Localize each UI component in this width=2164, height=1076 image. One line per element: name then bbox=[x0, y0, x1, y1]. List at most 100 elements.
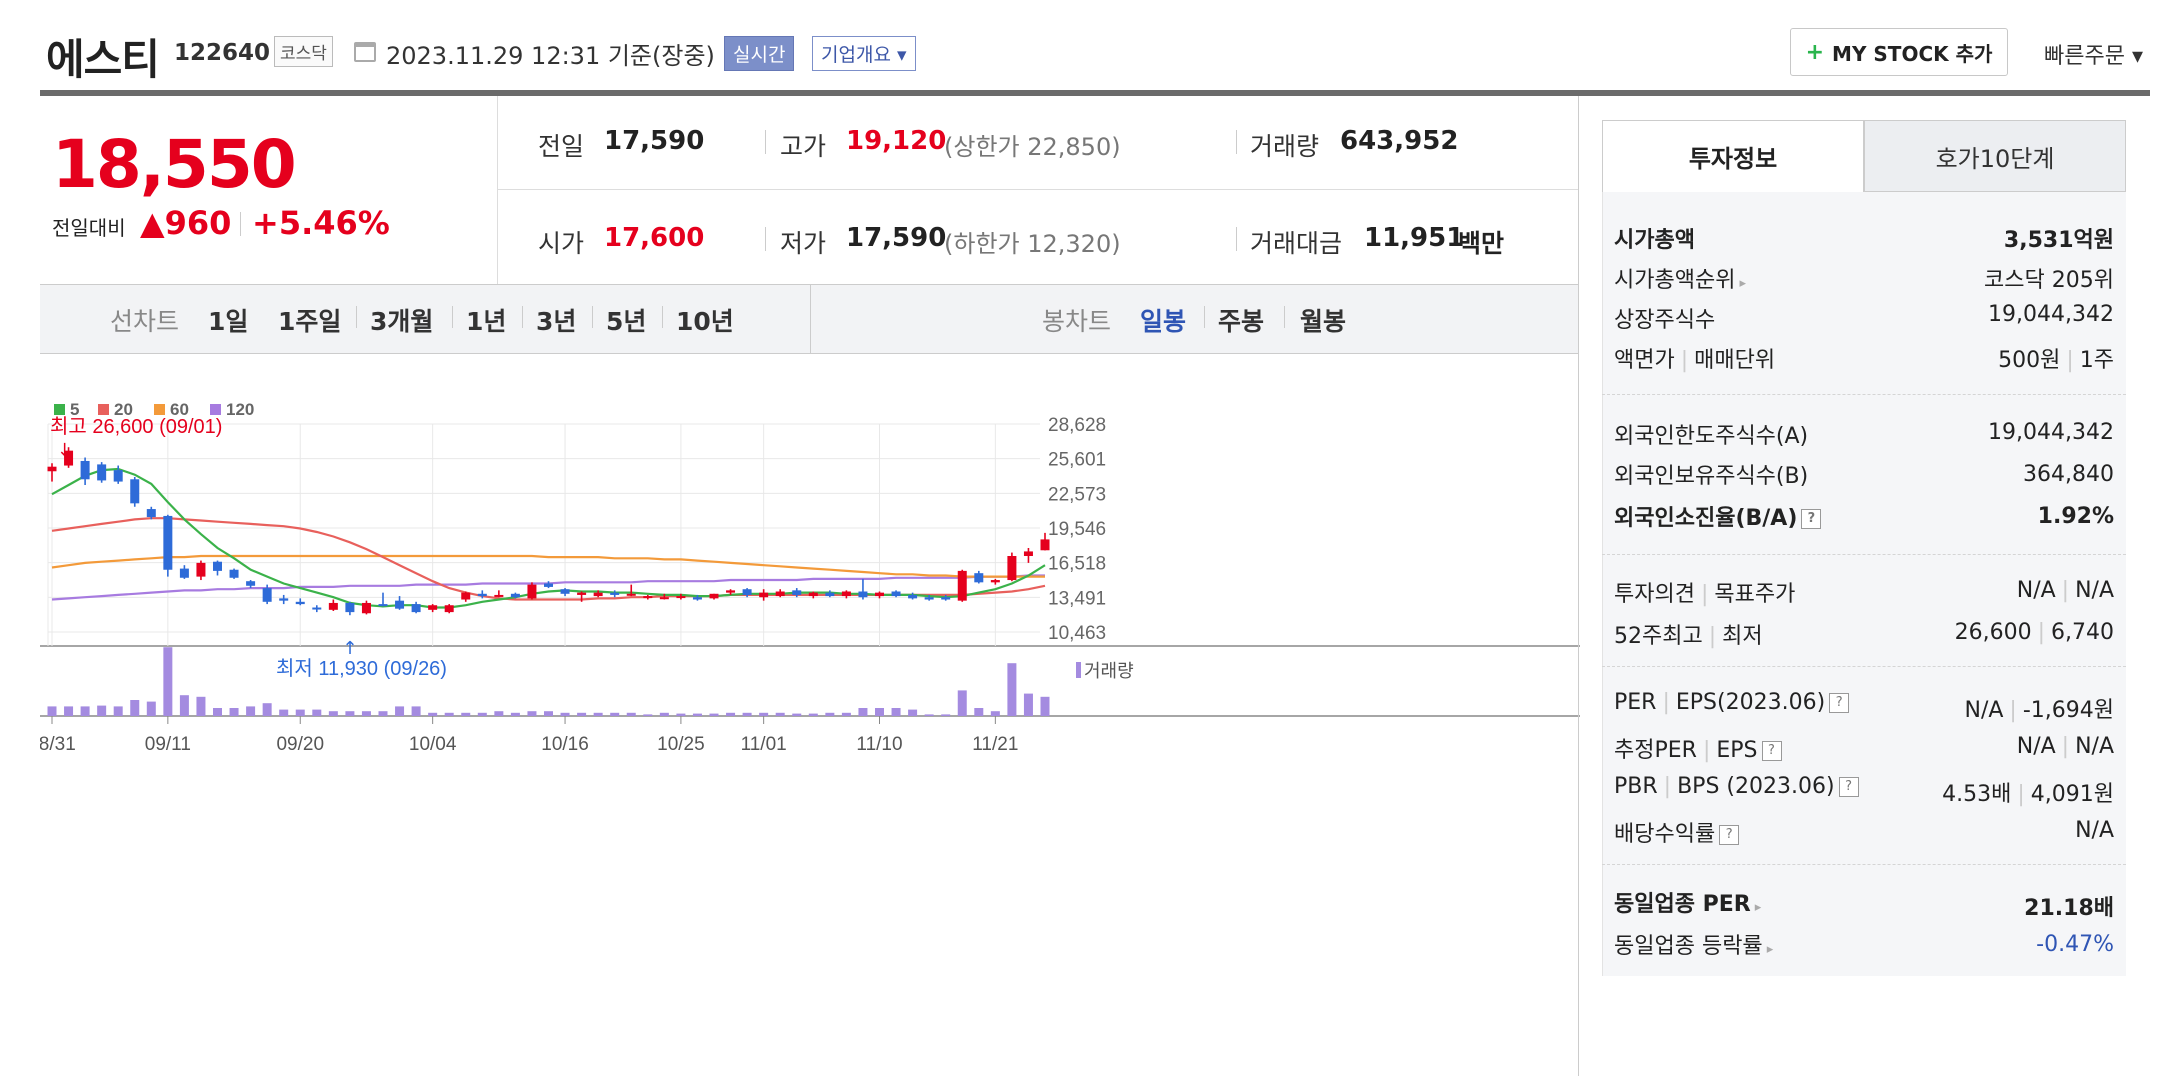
volume-bar bbox=[941, 714, 951, 716]
arrow-up-icon: ↑ bbox=[342, 638, 357, 659]
help-icon[interactable]: ? bbox=[1838, 777, 1859, 797]
divider bbox=[1204, 306, 1205, 328]
candle-monthly[interactable]: 월봉 bbox=[1300, 307, 1347, 336]
candle-body bbox=[262, 588, 272, 602]
volume-bar bbox=[229, 708, 239, 716]
candle-body bbox=[47, 466, 57, 472]
volume-bar bbox=[577, 712, 587, 716]
dividend-row: 배당수익률? bbox=[1614, 816, 1740, 848]
divider bbox=[765, 227, 766, 251]
volume-bars: 거래량 bbox=[47, 647, 1134, 716]
volume-bar bbox=[47, 706, 57, 716]
period-1y[interactable]: 1년 bbox=[466, 307, 507, 336]
help-icon[interactable]: ? bbox=[1761, 741, 1782, 761]
help-icon[interactable]: ? bbox=[1719, 825, 1740, 845]
low-label: 저가 bbox=[780, 229, 827, 258]
candle-body bbox=[841, 591, 851, 597]
quick-order-dropdown[interactable]: 빠른주문 ▾ bbox=[2044, 44, 2143, 69]
candle-body bbox=[941, 597, 951, 600]
candle-body bbox=[908, 594, 918, 599]
divider bbox=[356, 306, 357, 328]
divider bbox=[765, 130, 766, 154]
y-tick-label: 10,463 bbox=[1048, 623, 1106, 644]
candle-body bbox=[990, 580, 1000, 583]
realtime-button[interactable]: 실시간 bbox=[724, 36, 795, 71]
period-3m[interactable]: 3개월 bbox=[370, 307, 434, 336]
candle-weekly[interactable]: 주봉 bbox=[1218, 307, 1265, 336]
candle-body bbox=[64, 450, 74, 466]
est-per-label: 추정PER bbox=[1614, 738, 1697, 763]
market-cap-rank-link[interactable]: 시가총액순위 ▸ bbox=[1614, 262, 1746, 294]
volume-bar bbox=[1007, 663, 1017, 716]
price-chart[interactable]: 5 20 60 120 거래량 28,628 25,601 22,573 19,546 16,… bbox=[40, 390, 1580, 1076]
candle-body bbox=[196, 562, 206, 577]
industry-chg-link[interactable]: 동일업종 등락률 ▸ bbox=[1614, 928, 1773, 960]
volume-bar bbox=[610, 712, 620, 716]
eps-label: EPS(2023.06) bbox=[1675, 690, 1826, 715]
candle-body bbox=[626, 593, 636, 596]
period-1d[interactable]: 1일 bbox=[208, 307, 249, 336]
industry-per-value: 21.18배 bbox=[2024, 896, 2114, 921]
volume-bar bbox=[179, 695, 189, 716]
w52-low-label: 최저 bbox=[1722, 624, 1763, 649]
legend-swatch bbox=[154, 404, 165, 415]
tab-invest-info[interactable]: 투자정보 bbox=[1602, 120, 1864, 192]
candle-body bbox=[378, 604, 388, 607]
chart-grid bbox=[40, 423, 1580, 724]
legend-swatch bbox=[210, 404, 221, 415]
x-tick-label: 11/21 bbox=[972, 734, 1018, 755]
industry-per-label: 동일업종 PER bbox=[1614, 892, 1751, 917]
volume-bar bbox=[345, 711, 355, 716]
candle-body bbox=[461, 592, 471, 600]
tab-orderbook[interactable]: 호가10단계 bbox=[1864, 120, 2126, 192]
volume-bar bbox=[97, 705, 107, 716]
volume-bar bbox=[957, 690, 967, 716]
add-my-stock-button[interactable]: + MY STOCK 추가 bbox=[1790, 28, 2008, 76]
volume-bar bbox=[395, 706, 405, 716]
company-overview-dropdown[interactable]: 기업개요 ▾ bbox=[812, 36, 916, 71]
period-3y[interactable]: 3년 bbox=[536, 307, 577, 336]
bps-value: 4,091원 bbox=[2030, 782, 2114, 807]
industry-per-link[interactable]: 동일업종 PER ▸ bbox=[1614, 886, 1761, 918]
section-divider bbox=[1602, 394, 2126, 395]
y-tick-label: 28,628 bbox=[1048, 415, 1106, 436]
volume-bar bbox=[858, 708, 868, 716]
period-10y[interactable]: 10년 bbox=[676, 307, 734, 336]
period-1w[interactable]: 1주일 bbox=[278, 307, 342, 336]
help-icon[interactable]: ? bbox=[1829, 693, 1850, 713]
candle-body bbox=[163, 515, 173, 570]
legend-swatch bbox=[54, 404, 65, 415]
w52-values: 26,600 | 6,740 bbox=[1954, 620, 2114, 645]
volume-bar bbox=[593, 712, 603, 716]
candle-body bbox=[643, 596, 653, 599]
candle-body bbox=[229, 569, 239, 578]
volume-bar bbox=[477, 712, 487, 716]
candle-body bbox=[444, 605, 454, 613]
candle-body bbox=[726, 590, 736, 593]
amount-unit: 백만 bbox=[1458, 229, 1505, 258]
volume-bar bbox=[213, 708, 222, 716]
volume-bar bbox=[875, 708, 884, 716]
candle-body bbox=[428, 605, 438, 610]
x-tick-label: 11/10 bbox=[856, 734, 902, 755]
dividend-label: 배당수익률 bbox=[1614, 822, 1716, 847]
candles bbox=[47, 447, 1050, 616]
market-cap-value: 3,531억원 bbox=[2003, 228, 2114, 253]
y-tick-label: 25,601 bbox=[1048, 450, 1106, 471]
candle-body bbox=[957, 570, 967, 601]
candle-body bbox=[279, 598, 289, 601]
help-icon[interactable]: ? bbox=[1801, 509, 1822, 529]
arrow-down-icon: ↓ bbox=[57, 440, 72, 461]
volume-bar bbox=[990, 711, 1000, 716]
industry-chg-label: 동일업종 등락률 bbox=[1614, 934, 1763, 959]
header-divider bbox=[40, 90, 2150, 96]
chart-legend: 5 20 60 120 bbox=[54, 400, 254, 419]
foreign-limit-label: 외국인한도주식수(A) bbox=[1614, 424, 1809, 449]
candle-daily[interactable]: 일봉 bbox=[1140, 307, 1187, 336]
prev-close-value: 17,590 bbox=[604, 126, 705, 156]
volume-bar bbox=[924, 714, 934, 716]
per-row: PER | EPS(2023.06)? bbox=[1614, 690, 1850, 715]
market-badge: 코스닥 bbox=[274, 36, 333, 67]
legend-label: 120 bbox=[226, 400, 254, 419]
period-5y[interactable]: 5년 bbox=[606, 307, 647, 336]
